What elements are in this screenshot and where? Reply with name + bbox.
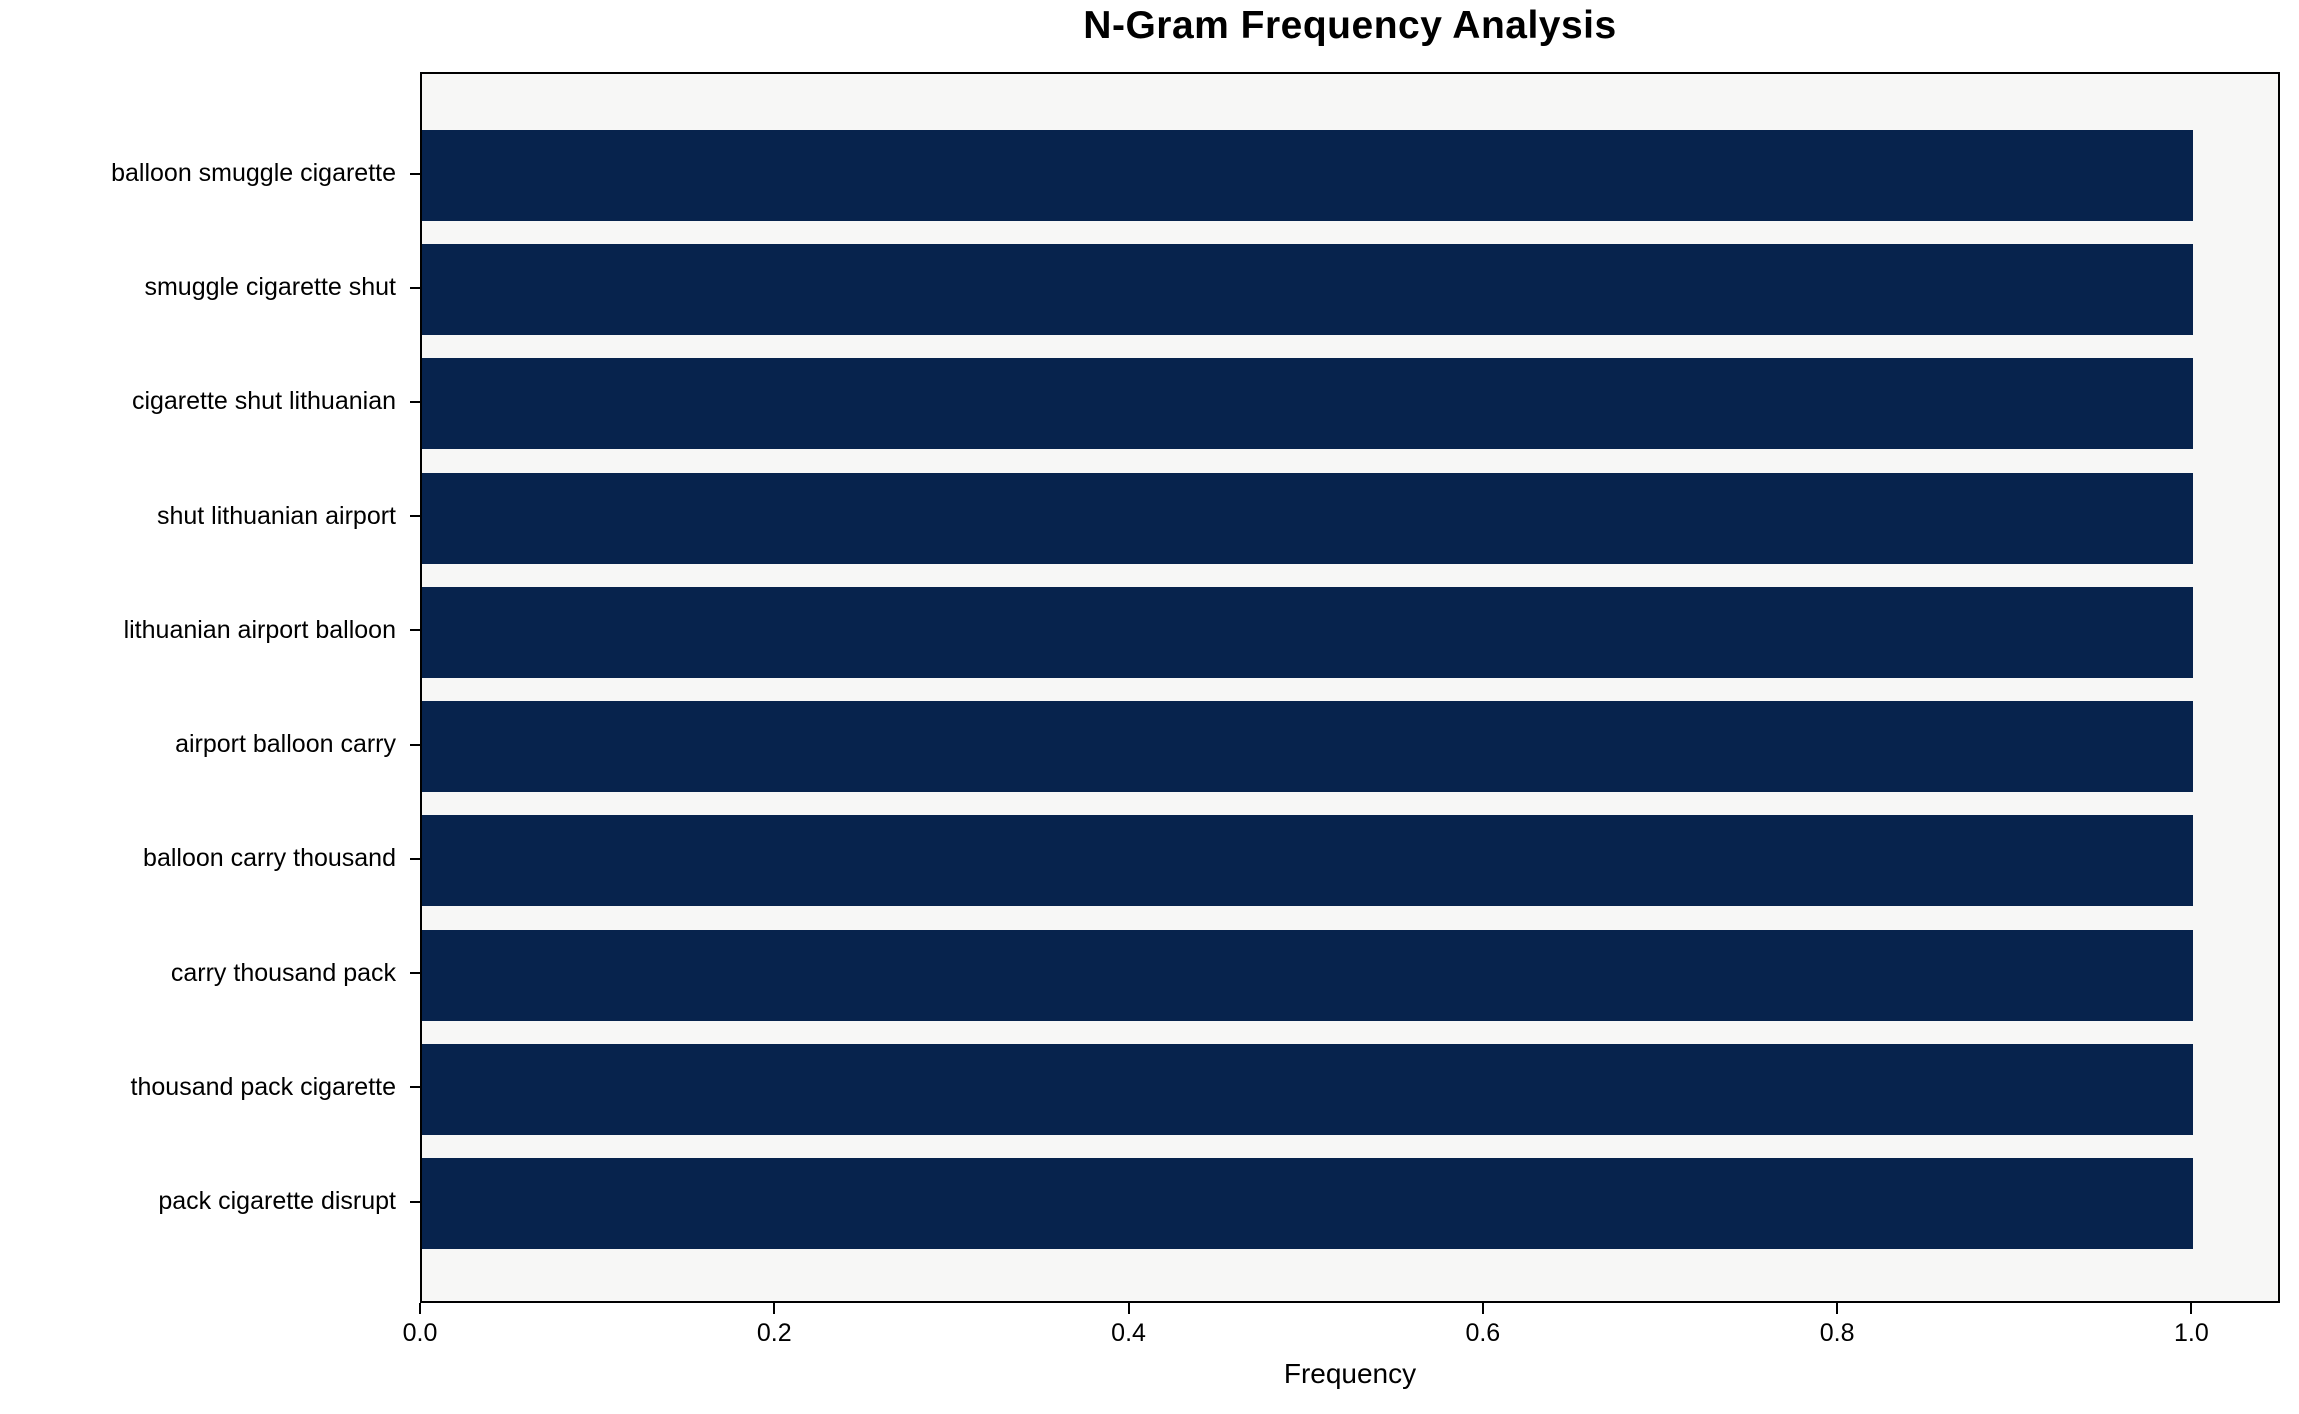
x-tick <box>1481 1303 1484 1314</box>
y-tick <box>410 172 420 175</box>
y-tick <box>410 1200 420 1203</box>
y-tick <box>410 286 420 289</box>
x-tick <box>419 1303 421 1314</box>
y-tick-label: balloon carry thousand <box>143 844 396 873</box>
x-tick <box>773 1303 776 1314</box>
y-tick-label: smuggle cigarette shut <box>144 273 396 302</box>
x-tick-label: 0.0 <box>402 1319 438 1347</box>
y-tick-label: thousand pack cigarette <box>130 1072 396 1101</box>
y-tick <box>410 515 420 518</box>
plot-area <box>420 72 2280 1303</box>
bar <box>422 815 2194 907</box>
x-tick <box>2190 1303 2193 1314</box>
x-tick <box>1127 1303 1130 1314</box>
y-tick-label: cigarette shut lithuanian <box>131 387 396 416</box>
y-tick-label: pack cigarette disrupt <box>158 1187 396 1215</box>
bar <box>422 244 2194 336</box>
bar <box>422 1043 2194 1135</box>
x-tick-label: 1.0 <box>2174 1319 2209 1347</box>
y-tick <box>410 400 420 403</box>
bar <box>422 130 2194 221</box>
y-tick-label: carry thousand pack <box>170 958 396 987</box>
y-tick <box>410 629 420 632</box>
y-tick-label: shut lithuanian airport <box>156 501 396 530</box>
x-tick-label: 0.6 <box>1465 1319 1501 1347</box>
y-tick <box>410 972 420 975</box>
bar <box>422 472 2194 564</box>
x-tick-label: 0.2 <box>756 1319 792 1347</box>
x-tick-label: 0.8 <box>1819 1319 1855 1347</box>
y-tick-label: airport balloon carry <box>175 730 396 759</box>
y-tick <box>410 1086 420 1089</box>
y-tick <box>410 743 420 746</box>
bar <box>422 1158 2194 1249</box>
x-tick <box>1836 1303 1839 1314</box>
y-tick-label: lithuanian airport balloon <box>123 615 396 644</box>
bar <box>422 929 2194 1021</box>
y-tick <box>410 857 420 860</box>
y-tick-label: balloon smuggle cigarette <box>111 159 396 187</box>
chart-title: N-Gram Frequency Analysis <box>1083 4 1617 47</box>
bar <box>422 701 2194 793</box>
x-tick-label: 0.4 <box>1111 1319 1146 1347</box>
bar <box>422 586 2194 678</box>
x-axis-label: Frequency <box>1283 1358 1417 1389</box>
bar <box>422 358 2194 450</box>
